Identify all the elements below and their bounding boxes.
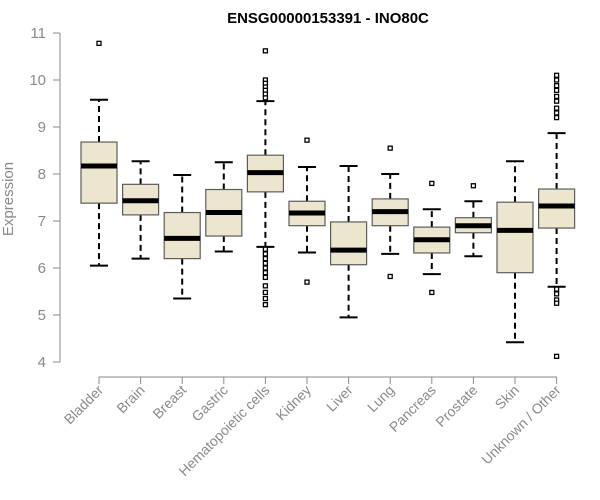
outlier-point	[387, 145, 393, 151]
chart-title: ENSG00000153391 - INO80C	[227, 10, 429, 27]
box-series	[80, 40, 576, 360]
y-tick-label: 5	[38, 307, 46, 324]
outlier-point	[262, 302, 269, 308]
outlier-point	[262, 274, 269, 281]
y-tick-label: 11	[30, 25, 46, 42]
outlier-point	[304, 279, 310, 285]
box-group	[80, 40, 118, 267]
outlier-point	[429, 289, 435, 296]
box-iqr	[496, 201, 534, 274]
box-group	[330, 165, 368, 319]
box-group	[413, 180, 451, 296]
outlier-point	[553, 77, 560, 83]
category-label: Prostate	[432, 382, 480, 430]
box-iqr	[330, 221, 368, 266]
y-tick-label: 10	[29, 72, 46, 89]
outlier-point	[553, 286, 560, 292]
y-tick-label: 8	[38, 166, 46, 183]
box-iqr	[163, 211, 201, 260]
outlier-point	[553, 72, 560, 78]
outlier-point	[262, 295, 269, 302]
outlier-point	[262, 289, 269, 296]
outlier-point	[553, 87, 560, 93]
box-group	[246, 48, 284, 308]
box-iqr	[537, 188, 576, 229]
outlier-point	[553, 98, 560, 104]
outlier-point	[470, 183, 477, 189]
outlier-point	[262, 251, 269, 257]
category-label: Liver	[323, 382, 356, 415]
outlier-point	[304, 137, 310, 143]
outlier-point	[387, 273, 393, 280]
y-tick-label: 9	[38, 119, 46, 136]
y-axis-label: Expression	[0, 162, 17, 236]
outlier-point	[262, 270, 269, 276]
box-group	[163, 173, 201, 300]
y-tick-label: 6	[38, 260, 46, 277]
outlier-point	[262, 95, 269, 101]
category-label: Unknown / Other	[478, 382, 564, 468]
outlier-point	[262, 255, 269, 262]
outlier-point	[96, 40, 102, 46]
outlier-point	[553, 105, 560, 111]
outlier-point	[553, 114, 560, 121]
box-group	[496, 160, 534, 344]
category-label: Breast	[149, 382, 189, 422]
outlier-point	[553, 93, 560, 100]
outlier-point	[553, 353, 560, 360]
box-group	[537, 72, 576, 360]
y-tick-label: 4	[38, 354, 46, 371]
outlier-point	[262, 246, 269, 252]
outlier-point	[262, 265, 269, 271]
outlier-point	[553, 82, 560, 89]
box-group	[121, 160, 160, 260]
category-label: Brain	[113, 382, 147, 416]
outlier-point	[553, 291, 560, 297]
box-group	[205, 161, 243, 253]
outlier-point	[429, 180, 435, 187]
category-label: Lung	[364, 382, 397, 415]
outlier-point	[262, 48, 269, 54]
y-tick-label: 7	[38, 213, 46, 230]
box-iqr	[80, 141, 118, 204]
category-label: Skin	[492, 382, 523, 413]
y-axis-ticks: 4 5 6 7 8 9 10 11	[29, 25, 60, 371]
outlier-point	[553, 110, 560, 116]
outlier-point	[262, 283, 269, 289]
outlier-point	[553, 300, 560, 306]
box-group	[288, 137, 326, 285]
category-label: Kidney	[273, 382, 315, 424]
box-group	[371, 145, 409, 280]
outlier-point	[262, 260, 269, 266]
box-group	[454, 183, 492, 258]
category-label: Bladder	[61, 382, 107, 428]
